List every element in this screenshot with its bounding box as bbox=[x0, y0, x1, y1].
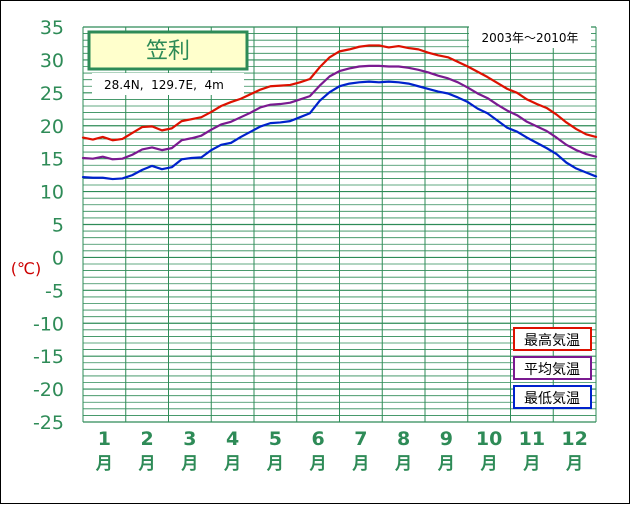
x-tick-label-suffix: 月 bbox=[266, 454, 284, 474]
x-tick-label-month: 7 bbox=[354, 428, 367, 450]
x-tick-label-month: 12 bbox=[561, 428, 587, 450]
chart-title: 笠利 bbox=[146, 39, 190, 64]
x-tick-label-month: 9 bbox=[440, 428, 453, 450]
y-axis-label: (℃) bbox=[11, 259, 41, 278]
x-tick-label-suffix: 月 bbox=[480, 454, 498, 474]
y-tick-label: 10 bbox=[40, 182, 64, 204]
legend-box-min bbox=[513, 385, 592, 409]
station-info: 28.4N, 129.7E, 4m bbox=[104, 78, 224, 92]
legend-label-mean: 平均気温 bbox=[524, 362, 580, 378]
y-tick-label: 0 bbox=[52, 247, 64, 269]
legend-box-max bbox=[513, 327, 592, 351]
legend-label-max: 最高気温 bbox=[524, 332, 580, 349]
x-tick-label-suffix: 月 bbox=[394, 454, 412, 474]
y-tick-label: -5 bbox=[45, 280, 64, 302]
x-tick-label-month: 10 bbox=[476, 428, 502, 450]
x-tick-label-suffix: 月 bbox=[522, 454, 540, 474]
y-tick-label: -15 bbox=[33, 346, 64, 368]
y-tick-label: 5 bbox=[52, 215, 64, 237]
y-tick-label: 30 bbox=[40, 50, 64, 72]
legend-box-mean bbox=[513, 356, 592, 380]
x-tick-label-suffix: 月 bbox=[309, 454, 327, 474]
y-tick-label: -10 bbox=[33, 313, 64, 335]
x-tick-label-month: 4 bbox=[226, 428, 239, 450]
y-tick-label: 25 bbox=[40, 83, 64, 105]
x-tick-label-suffix: 月 bbox=[95, 454, 113, 474]
x-tick-label-suffix: 月 bbox=[223, 454, 241, 474]
y-tick-label: -20 bbox=[33, 379, 64, 401]
x-tick-label-month: 1 bbox=[98, 428, 111, 450]
series-line-1 bbox=[81, 64, 598, 161]
legend-label-min: 最低気温 bbox=[524, 391, 580, 407]
period-box bbox=[469, 26, 591, 48]
x-tick-label-month: 8 bbox=[397, 428, 410, 450]
x-tick-label-month: 3 bbox=[183, 428, 196, 450]
x-tick-label-month: 11 bbox=[519, 428, 545, 450]
title-box bbox=[87, 30, 249, 71]
x-tick-label-month: 6 bbox=[312, 428, 325, 450]
x-tick-label-suffix: 月 bbox=[351, 454, 369, 474]
x-tick-label-suffix: 月 bbox=[138, 454, 156, 474]
y-tick-label: 20 bbox=[40, 116, 64, 138]
series-line-0 bbox=[81, 44, 598, 142]
x-tick-label-suffix: 月 bbox=[565, 454, 583, 474]
legend: 最高気温 平均気温 最低気温 bbox=[513, 327, 592, 409]
y-tick-label: 35 bbox=[40, 17, 64, 39]
period-label: 2003年～2010年 bbox=[481, 31, 578, 45]
y-tick-label: 15 bbox=[40, 149, 64, 171]
y-tick-label: -25 bbox=[33, 412, 64, 434]
x-tick-label-suffix: 月 bbox=[180, 454, 198, 474]
x-tick-label-suffix: 月 bbox=[437, 454, 455, 474]
station-info-box bbox=[92, 73, 244, 95]
x-tick-label-month: 5 bbox=[269, 428, 282, 450]
series-line-2 bbox=[81, 80, 598, 181]
x-tick-label-month: 2 bbox=[141, 428, 154, 450]
